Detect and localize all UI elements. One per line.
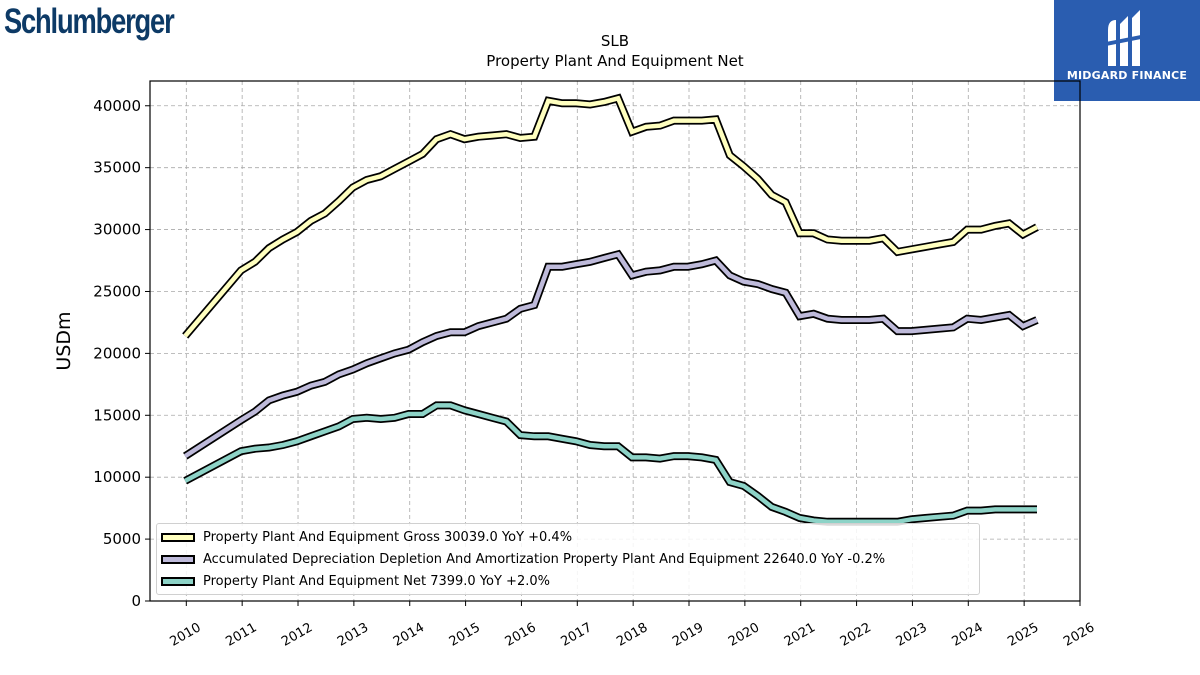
chart-subtitle: Property Plant And Equipment Net — [486, 52, 744, 70]
series-line-2 — [184, 403, 1037, 525]
series-line-0 — [183, 95, 1039, 338]
legend-item-net: Property Plant And Equipment Net 7399.0 … — [161, 571, 550, 591]
legend-swatch-gross — [161, 532, 195, 542]
midgard-finance-watermark: MIDGARD FINANCE — [1054, 0, 1200, 101]
x-tick-label: 2021 — [782, 620, 818, 650]
legend-label-gross: Property Plant And Equipment Gross 30039… — [203, 529, 573, 545]
series-outline-0 — [182, 93, 1039, 339]
y-tick-label: 15000 — [93, 406, 141, 424]
chart-legend: Property Plant And Equipment Gross 30039… — [156, 523, 980, 595]
legend-swatch-depreciation — [161, 554, 195, 564]
x-tick-label: 2014 — [391, 620, 427, 650]
series-outline-2 — [183, 401, 1037, 526]
chart-title: SLB — [600, 32, 630, 50]
x-tick-label: 2020 — [726, 620, 762, 650]
x-tick-label: 2024 — [949, 620, 985, 650]
y-tick-label: 30000 — [93, 221, 141, 239]
x-tick-label: 2013 — [335, 620, 371, 650]
x-tick-label: 2025 — [1005, 620, 1041, 650]
plot-frame — [149, 80, 1081, 602]
x-tick-label: 2017 — [558, 620, 594, 650]
y-tick-label: 5000 — [103, 530, 141, 548]
x-tick-label: 2026 — [1061, 620, 1097, 650]
y-tick-label: 10000 — [93, 468, 141, 486]
series-outline-1 — [183, 249, 1039, 460]
legend-item-depreciation: Accumulated Depreciation Depletion And A… — [161, 549, 885, 569]
series-lines — [182, 93, 1039, 526]
y-tick-label: 20000 — [93, 344, 141, 362]
x-tick-label: 2019 — [670, 620, 706, 650]
x-tick-label: 2011 — [223, 620, 259, 650]
y-tick-label: 35000 — [93, 159, 141, 177]
legend-label-depreciation: Accumulated Depreciation Depletion And A… — [203, 551, 886, 567]
y-tick-label: 40000 — [93, 97, 141, 115]
y-tick-label: 25000 — [93, 282, 141, 300]
x-tick-label: 2023 — [894, 620, 930, 650]
midgard-finance-label: MIDGARD FINANCE — [1066, 69, 1188, 82]
series-line-1 — [183, 251, 1038, 458]
x-tick-label: 2022 — [838, 620, 874, 650]
x-tick-label: 2010 — [167, 620, 203, 650]
x-tick-label: 2018 — [614, 620, 650, 650]
x-tick-label: 2016 — [503, 620, 539, 650]
x-tick-label: 2015 — [447, 620, 483, 650]
schlumberger-logo: Schlumberger — [4, 2, 175, 41]
x-tick-label: 2012 — [279, 620, 315, 650]
legend-item-gross: Property Plant And Equipment Gross 30039… — [161, 527, 572, 547]
legend-swatch-net — [161, 576, 195, 586]
midgard-logo-icon — [1106, 10, 1146, 66]
y-tick-label: 0 — [131, 592, 141, 610]
legend-label-net: Property Plant And Equipment Net 7399.0 … — [203, 573, 550, 589]
y-axis-label: USDm — [53, 311, 75, 370]
